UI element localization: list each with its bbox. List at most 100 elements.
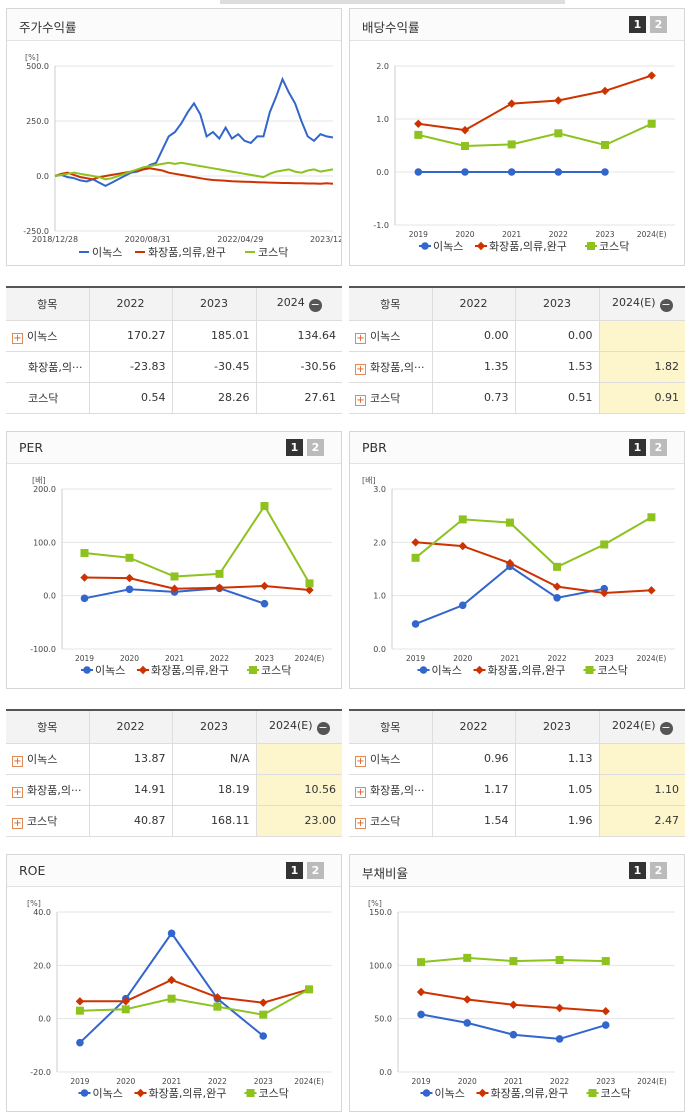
expand-icon[interactable]: + [355, 394, 366, 406]
row-label[interactable]: 코스닥 [6, 382, 90, 414]
series-line [418, 74, 653, 132]
page-1-button[interactable]: 1 [629, 16, 646, 33]
data-point [411, 538, 420, 547]
page-2-button[interactable]: 2 [650, 16, 667, 33]
page-1-button[interactable]: 1 [286, 439, 303, 456]
legend-marker [83, 666, 91, 674]
data-point [553, 562, 562, 571]
series-line [79, 931, 264, 1044]
data-point [80, 594, 89, 603]
series-line [79, 988, 310, 1016]
row-label[interactable]: + 코스닥 [349, 382, 433, 414]
table-row: + 이녹스 0.00 0.00 [349, 320, 685, 352]
expand-icon[interactable]: + [355, 755, 366, 767]
y-tick-label: -100.0 [30, 645, 56, 654]
table-cell: 1.82 [599, 351, 685, 383]
table-row: + 코스닥 1.54 1.96 2.47 [349, 805, 685, 837]
legend-label: 코스닥 [601, 1087, 631, 1100]
table-cell: 0.96 [432, 743, 516, 775]
expand-icon[interactable]: + [12, 332, 23, 344]
expand-icon[interactable]: + [355, 363, 366, 375]
column-header-year: 2022 [432, 287, 516, 321]
row-label[interactable]: 화장품,의··· [6, 351, 90, 383]
data-point [601, 168, 609, 176]
row-label[interactable]: + 화장품,의··· [349, 774, 433, 806]
y-tick-label: 0.0 [36, 172, 49, 181]
x-tick-label: 2022 [210, 654, 229, 663]
data-point [647, 71, 656, 80]
page-2-button[interactable]: 2 [307, 862, 324, 879]
expand-icon[interactable]: + [355, 332, 366, 344]
page-2-button[interactable]: 2 [307, 439, 324, 456]
row-label[interactable]: + 이녹스 [349, 320, 433, 352]
row-label[interactable]: + 코스닥 [349, 805, 433, 837]
row-label[interactable]: + 이녹스 [6, 320, 90, 352]
dividend-yield-chart: 2.0 1.0 0.0 -1.0 2019 2020 2021 2022 2023 2024(E)… [373, 62, 675, 253]
legend-marker [585, 666, 594, 674]
table-cell [599, 743, 685, 775]
table-row: + 화장품,의··· 1.17 1.05 1.10 [349, 774, 685, 806]
table-cell: 18.19 [172, 774, 257, 806]
x-tick-label: 2023 [254, 1077, 273, 1086]
table-cell: 168.11 [172, 805, 257, 837]
collapse-icon[interactable]: − [659, 297, 673, 312]
table-cell: 1.05 [515, 774, 600, 806]
data-point [509, 1030, 518, 1039]
page-2-button[interactable]: 2 [650, 439, 667, 456]
legend-label: 코스닥 [599, 240, 629, 253]
data-point [601, 1007, 610, 1016]
table-cell: 134.64 [256, 320, 342, 352]
stock-return-table: 항목 2022 2023 2024− + 이녹스 170.27 185.01 134.64 화장품… [6, 286, 342, 414]
expand-icon[interactable]: + [12, 817, 23, 829]
data-point [414, 119, 423, 128]
page-1-button[interactable]: 1 [629, 862, 646, 879]
page-1-button[interactable]: 1 [629, 439, 646, 456]
table-cell: 1.96 [515, 805, 600, 837]
series-이녹스 [417, 1010, 610, 1043]
expand-icon[interactable]: + [12, 755, 23, 767]
expand-icon[interactable]: + [355, 817, 366, 829]
expand-icon[interactable]: + [355, 786, 366, 798]
expand-icon[interactable]: + [12, 786, 23, 798]
page-2-button[interactable]: 2 [650, 862, 667, 879]
table-row: + 화장품,의··· 1.35 1.53 1.82 [349, 351, 685, 383]
column-header-item: 항목 [6, 287, 90, 321]
table-cell [599, 320, 685, 352]
data-point [555, 1035, 564, 1043]
collapse-icon[interactable]: − [308, 297, 322, 312]
top-scroll-remnant [220, 0, 565, 4]
data-point [458, 601, 467, 610]
series-line [84, 504, 311, 584]
row-label[interactable]: + 화장품,의··· [349, 351, 433, 383]
y-tick-label: -1.0 [373, 221, 389, 230]
y-tick-label: 0.0 [38, 1015, 51, 1024]
data-point [121, 1005, 130, 1014]
legend-label: 이녹스 [95, 664, 125, 677]
y-tick-label: 0.0 [376, 168, 389, 177]
x-tick-label: 2020 [120, 654, 139, 663]
collapse-icon[interactable]: − [316, 720, 330, 735]
row-label[interactable]: + 이녹스 [6, 743, 90, 775]
row-label[interactable]: + 화장품,의··· [6, 774, 90, 806]
legend-marker [419, 666, 428, 674]
data-point [458, 541, 467, 551]
collapse-icon[interactable]: − [659, 720, 673, 735]
row-label[interactable]: + 이녹스 [349, 743, 433, 775]
legend-label: 코스닥 [598, 664, 628, 677]
legend-label: 화장품,의류,완구 [488, 664, 566, 677]
row-label[interactable]: + 코스닥 [6, 805, 90, 837]
table-row: + 이녹스 13.87 N/A [6, 743, 342, 775]
table-cell: -30.45 [172, 351, 257, 383]
x-tick-label: 2021 [165, 654, 184, 663]
x-tick-label: 2020 [458, 1077, 477, 1086]
table-cell: 0.91 [599, 382, 685, 414]
x-tick-label: 2019 [75, 654, 94, 663]
x-tick-label: 2021 [162, 1077, 181, 1086]
page-1-button[interactable]: 1 [286, 862, 303, 879]
x-tick-label: 2020/08/31 [125, 235, 171, 244]
legend-label: 화장품,의류,완구 [489, 240, 567, 253]
data-point [600, 588, 609, 598]
table-cell: 0.54 [89, 382, 173, 414]
